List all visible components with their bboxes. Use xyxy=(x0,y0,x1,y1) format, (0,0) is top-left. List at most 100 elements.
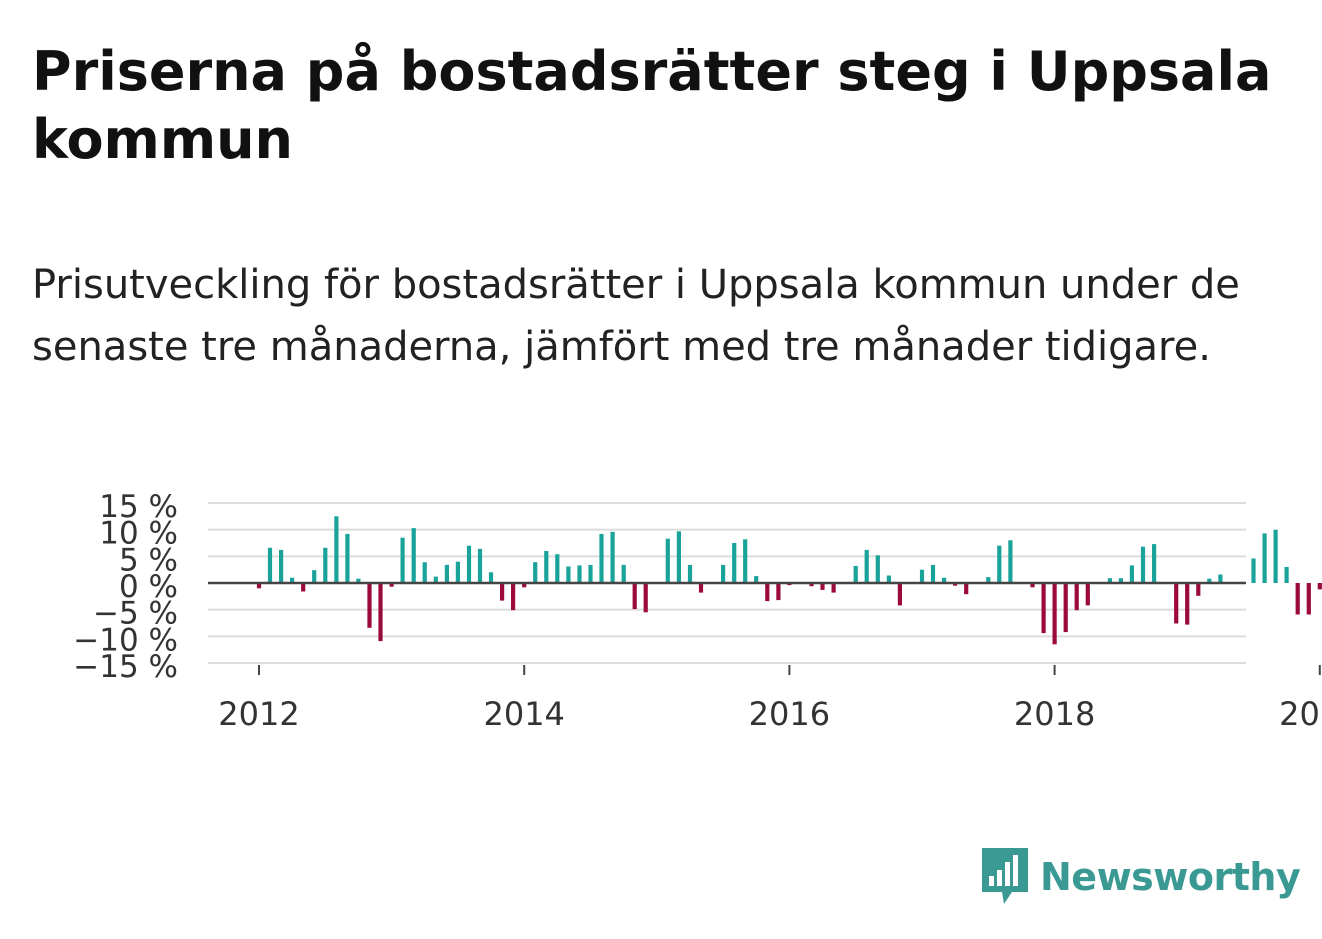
bar xyxy=(1306,583,1311,615)
x-tick-label: 2018 xyxy=(1014,695,1095,733)
bar xyxy=(687,564,693,583)
bar xyxy=(676,531,681,583)
bar xyxy=(1107,578,1112,583)
bar xyxy=(1284,567,1289,583)
bar xyxy=(997,545,1002,583)
bar xyxy=(301,583,306,592)
bar xyxy=(1074,583,1079,611)
bar xyxy=(1030,583,1035,588)
y-tick-label: −5 % xyxy=(93,596,178,632)
bar xyxy=(312,570,317,583)
bar xyxy=(743,539,748,583)
bar xyxy=(853,565,858,583)
bar xyxy=(930,564,936,583)
bar xyxy=(488,572,494,583)
bar xyxy=(1317,583,1322,590)
bar xyxy=(1218,574,1223,583)
bar xyxy=(1174,583,1179,624)
bar xyxy=(1041,583,1046,634)
bar xyxy=(1262,533,1267,583)
bar xyxy=(422,562,427,583)
bar xyxy=(765,583,770,602)
bar xyxy=(477,548,483,583)
bar xyxy=(566,566,571,583)
bar xyxy=(378,583,383,642)
bar xyxy=(1085,583,1090,606)
x-tick-label: 2016 xyxy=(749,695,830,733)
bars xyxy=(256,516,1322,645)
bar xyxy=(820,583,825,590)
bar xyxy=(555,554,560,583)
bar xyxy=(721,564,726,583)
bar xyxy=(610,531,615,583)
y-tick-label: −15 % xyxy=(73,649,178,685)
bar xyxy=(831,583,836,593)
bar xyxy=(875,555,880,583)
bar xyxy=(1185,583,1190,625)
brand-name: Newsworthy xyxy=(1040,855,1301,899)
x-tick-label: 2014 xyxy=(483,695,564,733)
bar xyxy=(577,565,582,583)
bar xyxy=(444,564,449,583)
bar xyxy=(588,564,593,583)
bar xyxy=(919,569,925,583)
newsworthy-logo: Newsworthy xyxy=(980,846,1301,908)
bar xyxy=(1052,583,1057,645)
bar xyxy=(500,583,505,601)
bar xyxy=(643,583,648,613)
bar xyxy=(809,583,814,587)
chart-subtitle: Prisutveckling för bostadsrätter i Uppsa… xyxy=(32,262,1240,370)
bar xyxy=(776,583,781,601)
bar xyxy=(356,578,361,583)
bar xyxy=(1196,583,1201,596)
bar xyxy=(511,583,516,611)
bar xyxy=(279,549,284,583)
bar xyxy=(290,577,295,583)
bar xyxy=(411,528,416,583)
newsworthy-logo-icon xyxy=(982,848,1028,904)
bar xyxy=(389,583,394,587)
bar xyxy=(599,533,604,583)
bar xyxy=(367,583,372,628)
bar xyxy=(1063,583,1068,633)
bar xyxy=(953,583,958,586)
bar xyxy=(1295,583,1300,615)
bar xyxy=(1118,578,1123,583)
x-axis-ticks: 20122014201620182020202220242026 xyxy=(218,665,1322,733)
bar xyxy=(621,564,626,583)
y-axis-labels: 15 %10 %5 %0 %−5 %−10 %−15 % xyxy=(73,489,178,685)
chart-title: Priserna på bostadsrätter steg i Uppsala… xyxy=(32,40,1272,171)
bar xyxy=(864,549,869,583)
bar xyxy=(334,516,339,583)
bar xyxy=(732,543,737,583)
bar xyxy=(986,577,991,583)
bar xyxy=(964,583,969,595)
bar xyxy=(1008,540,1013,583)
bar xyxy=(1129,565,1134,583)
bar xyxy=(1251,558,1256,583)
bar xyxy=(323,547,328,583)
bar xyxy=(886,575,891,583)
bar xyxy=(1140,546,1146,583)
bar xyxy=(665,538,670,583)
bar xyxy=(345,533,350,583)
bar-chart: 15 %10 %5 %0 %−5 %−10 %−15 % 2012 2014 201… xyxy=(73,489,1322,733)
y-tick-label: 15 % xyxy=(99,489,178,525)
y-tick-label: −10 % xyxy=(73,622,178,658)
bar xyxy=(1152,544,1157,583)
bar xyxy=(256,583,262,589)
bar xyxy=(1207,578,1212,583)
bar xyxy=(1273,529,1278,583)
bar xyxy=(942,577,947,583)
y-tick-label: 0 % xyxy=(119,569,178,605)
x-tick-label: 2012 xyxy=(218,695,299,733)
bar xyxy=(455,561,460,583)
bar xyxy=(897,583,902,606)
bar xyxy=(754,576,759,583)
bar xyxy=(466,545,472,583)
y-tick-label: 10 % xyxy=(99,516,178,552)
x-tick-label: 2020 xyxy=(1279,695,1322,733)
bar xyxy=(267,547,273,583)
bar xyxy=(433,576,438,583)
y-tick-label: 5 % xyxy=(119,542,178,578)
